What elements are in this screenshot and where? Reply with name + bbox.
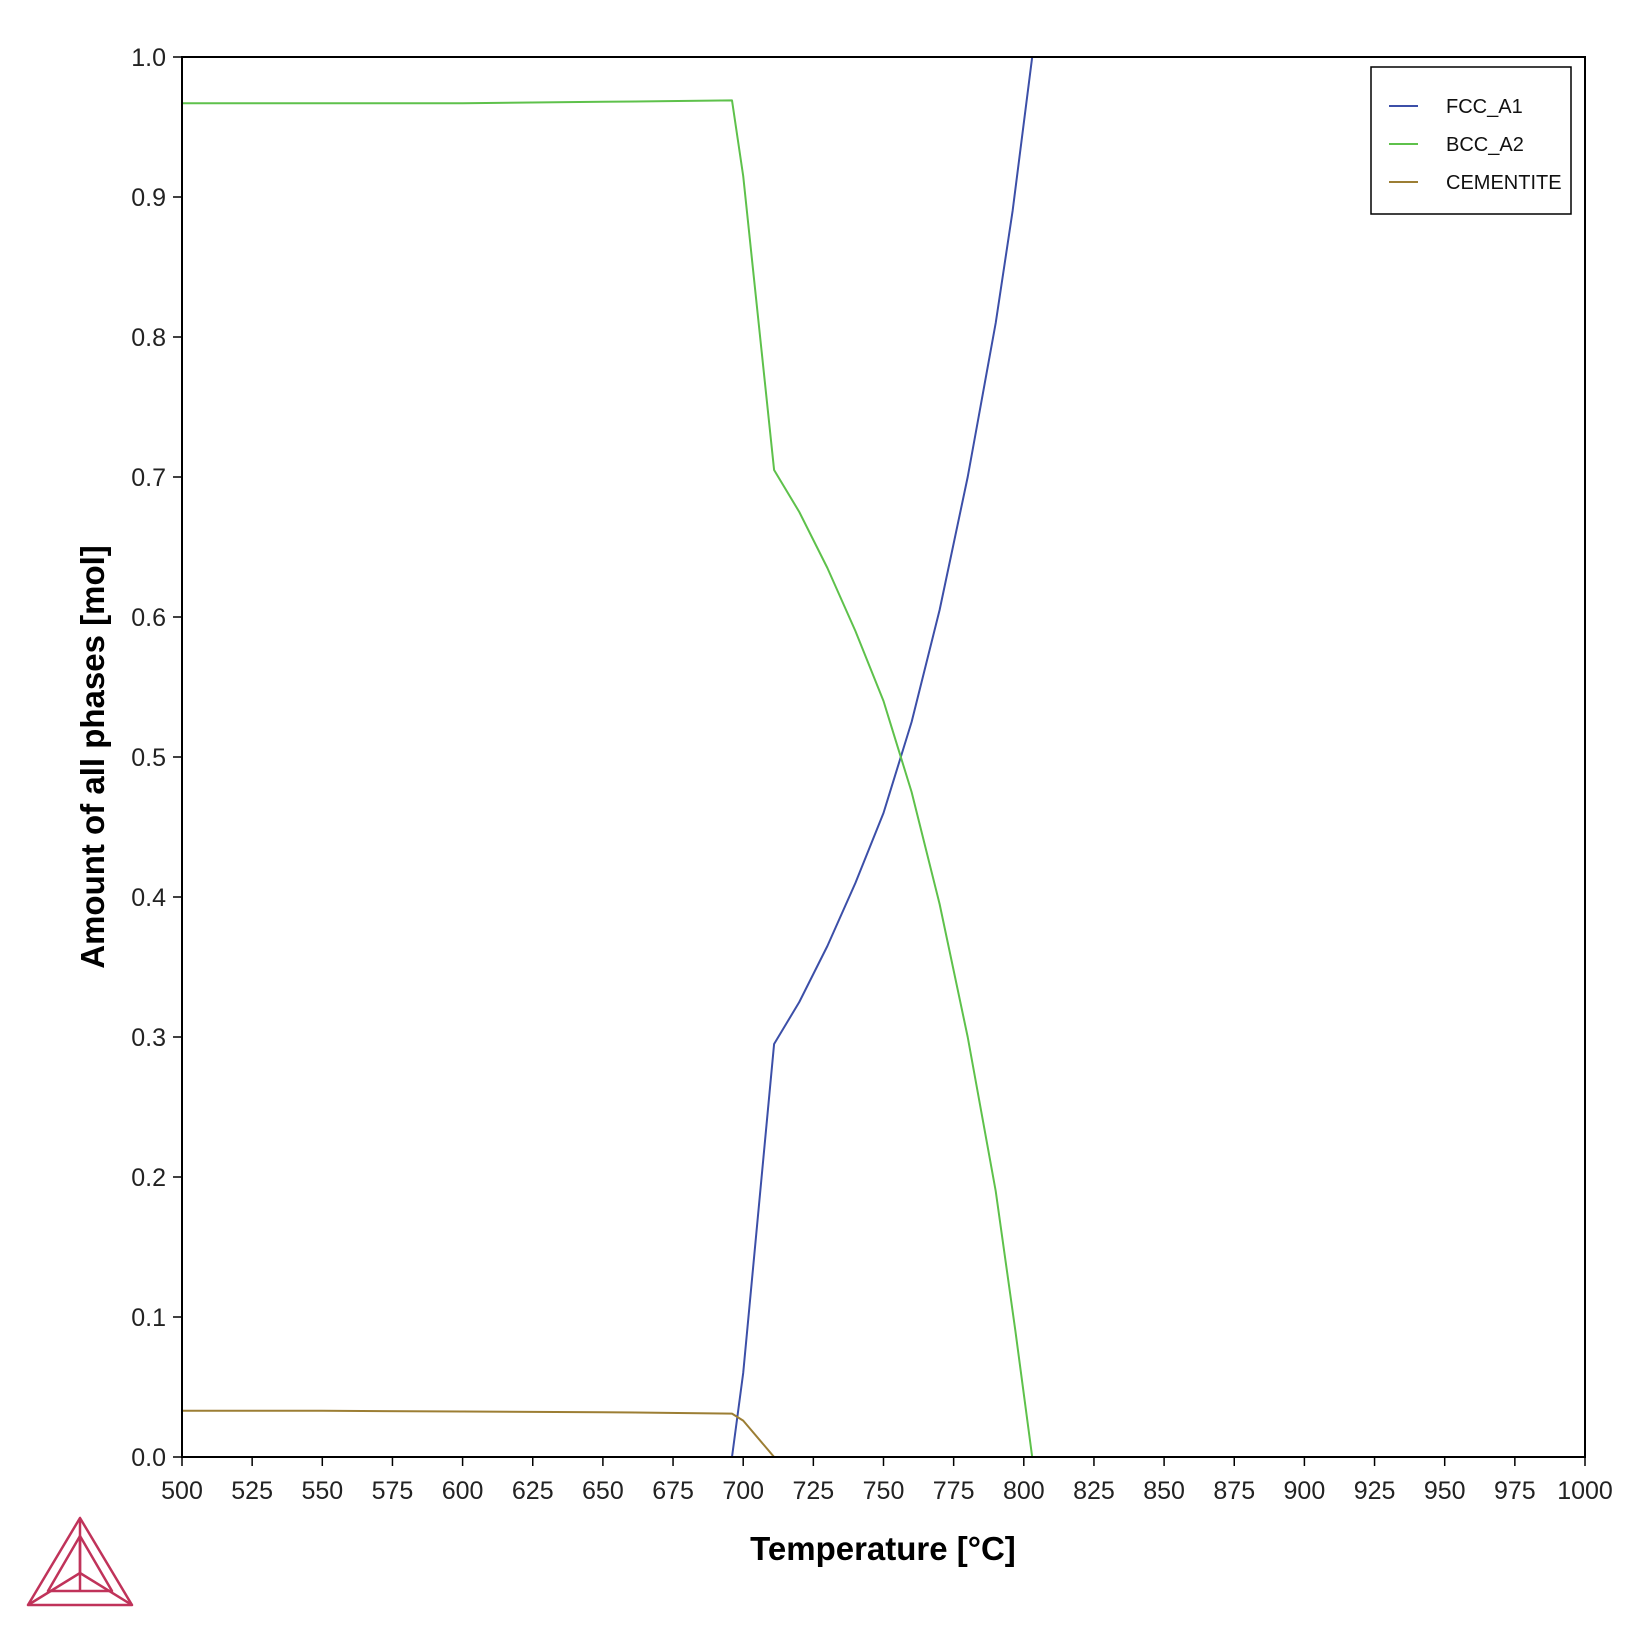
x-axis-ticks: 500 525 550 575 600 625 650 675 700 725 750 775 800 8… [161,1457,1613,1505]
x-tick-label: 775 [933,1477,975,1505]
y-tick-label: 0.6 [131,604,166,632]
y-tick-label: 1.0 [131,44,166,72]
x-tick-label: 550 [301,1477,343,1505]
series-line-cementite [182,1409,775,1458]
x-tick-label: 750 [863,1477,905,1505]
legend-label: BCC_A2 [1446,134,1524,156]
x-tick-label: 525 [231,1477,273,1505]
x-tick-label: 850 [1143,1477,1185,1505]
y-tick-label: 0.7 [131,464,166,492]
x-tick-label: 575 [372,1477,414,1505]
legend-label: CEMENTITE [1446,172,1562,194]
thermo-calc-logo-icon [26,1516,134,1607]
legend: FCC_A1 BCC_A2 CEMENTITE [1370,66,1572,215]
y-tick-label: 0.0 [131,1444,166,1472]
x-tick-label: 1000 [1557,1477,1613,1505]
plot-area-frame [181,56,1586,1458]
x-tick-label: 600 [442,1477,484,1505]
y-tick-label: 0.2 [131,1164,166,1192]
x-axis-title: Temperature [°C] [750,1530,1016,1567]
x-tick-label: 875 [1213,1477,1255,1505]
x-tick-label: 650 [582,1477,624,1505]
x-tick-label: 825 [1073,1477,1115,1505]
x-tick-label: 925 [1354,1477,1396,1505]
y-tick-label: 0.9 [131,184,166,212]
legend-box [1370,66,1572,215]
y-tick-label: 0.5 [131,744,166,772]
x-tick-label: 700 [722,1477,764,1505]
y-tick-label: 0.4 [131,884,166,912]
x-tick-label: 950 [1424,1477,1466,1505]
series-line-fcc-a1 [731,56,1034,1458]
x-tick-label: 975 [1494,1477,1536,1505]
y-tick-label: 0.8 [131,324,166,352]
y-axis-ticks: 0.0 0.1 0.2 0.3 0.4 0.5 0.6 0.7 0.8 0.9 1.0 [131,44,182,1472]
y-tick-label: 0.3 [131,1024,166,1052]
series-layer [182,56,1034,1458]
y-axis-title: Amount of all phases [mol] [74,545,111,969]
x-tick-label: 800 [1003,1477,1045,1505]
x-tick-label: 725 [792,1477,834,1505]
x-tick-label: 500 [161,1477,203,1505]
x-tick-label: 625 [512,1477,554,1505]
x-tick-label: 900 [1284,1477,1326,1505]
series-line-bcc-a2 [182,99,1034,1458]
legend-label: FCC_A1 [1446,96,1523,118]
x-tick-label: 675 [652,1477,694,1505]
y-tick-label: 0.1 [131,1304,166,1332]
